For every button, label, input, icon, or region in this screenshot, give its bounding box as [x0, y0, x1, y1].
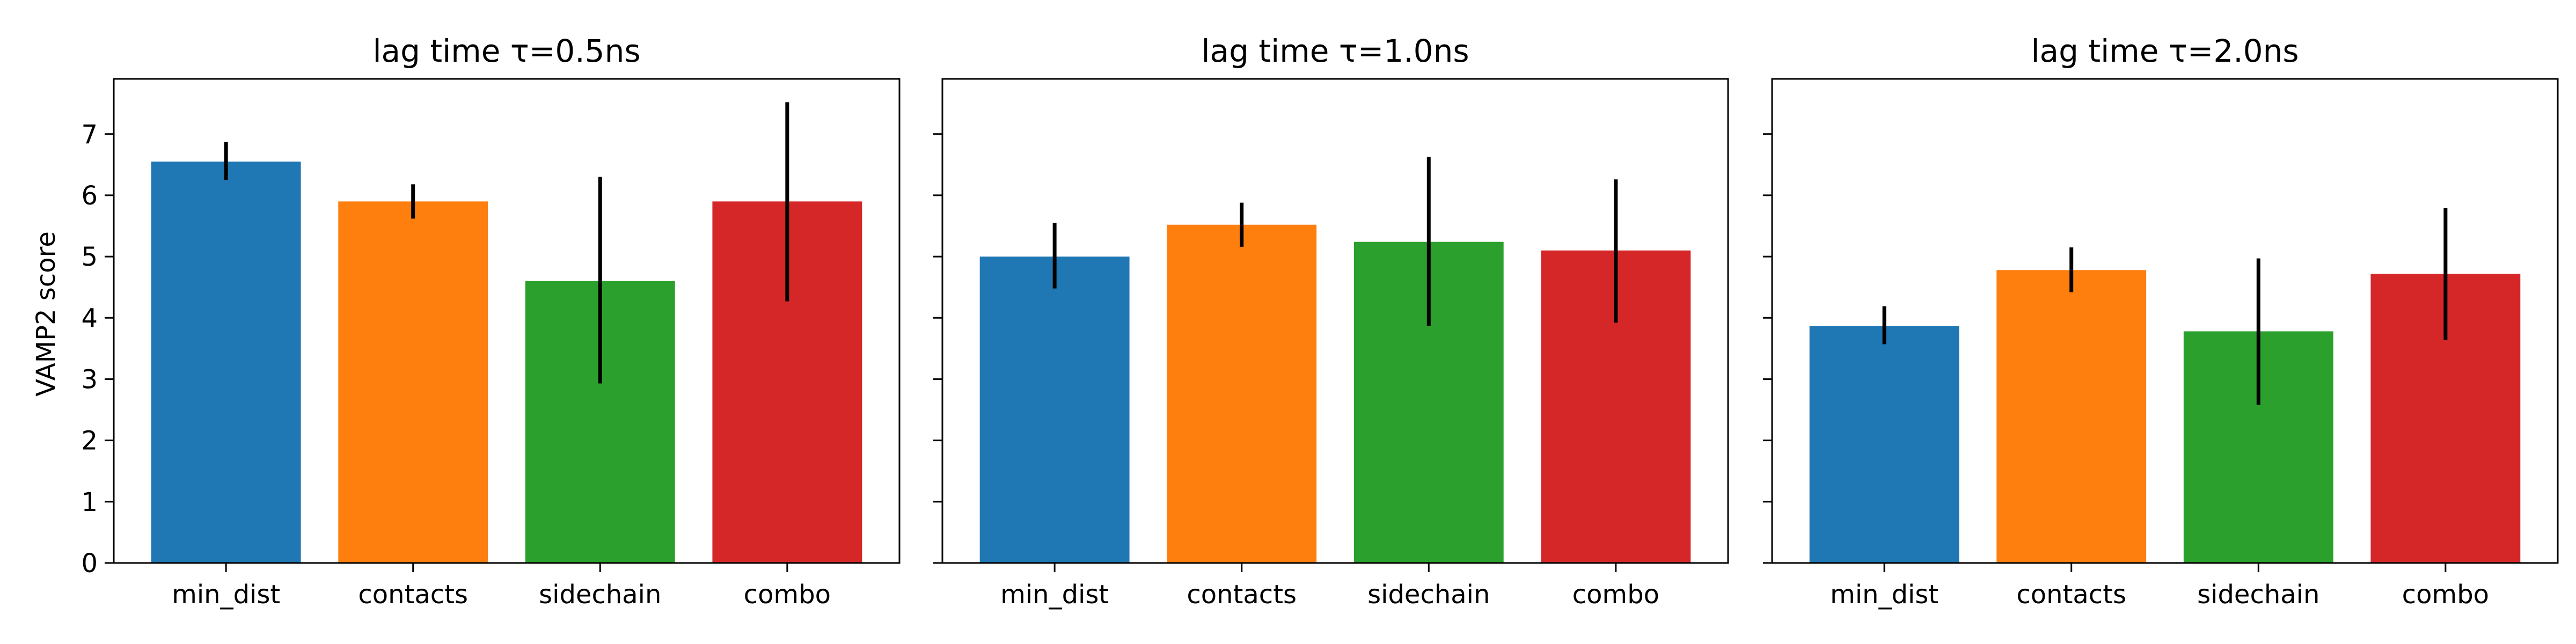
x-tick-label-min_dist: min_dist: [172, 580, 280, 610]
x-tick-label-combo: combo: [744, 580, 831, 610]
y-tick-label: 7: [81, 120, 98, 150]
plot-frame: [1771, 78, 2559, 564]
x-tick-label-min_dist: min_dist: [1830, 580, 1938, 610]
bar-min_dist: [979, 257, 1130, 564]
x-tick-label-contacts: contacts: [358, 580, 468, 610]
y-tick-label: 0: [81, 548, 98, 579]
y-tick-label: 5: [81, 242, 98, 272]
x-tick-label-sidechain: sidechain: [2197, 580, 2319, 610]
y-tick-label: 3: [81, 364, 98, 394]
y-tick-label: 1: [81, 487, 98, 517]
bar-contacts: [338, 201, 488, 563]
bar-min_dist: [151, 162, 301, 563]
panel-title: lag time τ=2.0ns: [2031, 33, 2299, 69]
chart-panel-1: lag time τ=0.5ns 0 1 2 3 4 5 6 7 min_dist contacts…: [81, 33, 901, 610]
x-tick-label-contacts: contacts: [2016, 580, 2126, 610]
chart-panel-3: lag time τ=2.0ns min_dist contacts sidechai…: [1763, 33, 2559, 610]
x-tick-label-min_dist: min_dist: [1000, 580, 1109, 610]
y-axis-label: VAMP2 score: [31, 231, 61, 397]
x-tick-label-sidechain: sidechain: [539, 580, 661, 610]
chart-panel-2: lag time τ=1.0ns min_dist contacts sidechai…: [933, 33, 1729, 610]
x-tick-label-contacts: contacts: [1187, 580, 1297, 610]
x-tick-label-combo: combo: [2402, 580, 2489, 610]
bar-contacts: [1167, 224, 1317, 563]
panels: lag time τ=0.5ns 0 1 2 3 4 5 6 7 min_dist contacts…: [81, 33, 2559, 610]
bar-min_dist: [1809, 326, 1959, 563]
x-tick-label-combo: combo: [1572, 580, 1659, 610]
bar-contacts: [1996, 270, 2147, 563]
panel-title: lag time τ=1.0ns: [1201, 33, 1469, 69]
plot-frame: [941, 78, 1729, 564]
y-tick-label: 6: [81, 181, 98, 211]
y-tick-label: 4: [81, 303, 98, 333]
x-tick-label-sidechain: sidechain: [1367, 580, 1490, 610]
plot-frame: [113, 78, 901, 564]
panel-title: lag time τ=0.5ns: [372, 33, 640, 69]
y-tick-label: 2: [81, 426, 98, 456]
